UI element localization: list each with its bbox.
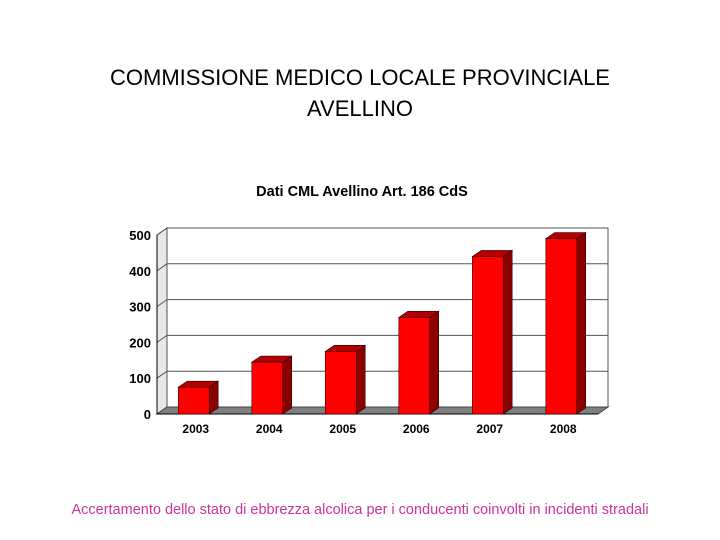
bar-front	[178, 386, 210, 415]
x-tick-label: 2003	[182, 422, 209, 436]
x-tick-label: 2008	[550, 422, 577, 436]
bar-front	[251, 361, 283, 415]
footer-caption: Accertamento dello stato di ebbrezza alc…	[71, 502, 649, 518]
x-tick-label: 2007	[476, 422, 503, 436]
bar-side	[355, 344, 366, 415]
x-tick-label: 2005	[329, 422, 356, 436]
gridline	[156, 227, 608, 236]
bar-front	[325, 351, 357, 415]
bar-side	[429, 310, 439, 415]
gridline	[156, 370, 608, 379]
plot-back-wall	[166, 227, 609, 408]
x-tick-label: 2006	[403, 422, 430, 436]
gridline	[156, 263, 608, 272]
bar-2008	[544, 232, 587, 415]
slide-title: COMMISSIONE MEDICO LOCALE PROVINCIALE AV…	[60, 62, 660, 124]
gridline	[156, 334, 608, 343]
bar-side	[576, 232, 586, 415]
y-tick-label: 300	[129, 300, 151, 315]
bar-2004	[250, 355, 293, 415]
slide-title-line-1: COMMISSIONE MEDICO LOCALE PROVINCIALE	[110, 65, 610, 90]
bar-2003	[177, 380, 220, 415]
bar-chart: Dati CML Avellino Art. 186 CdS 010020030…	[129, 184, 610, 436]
bar-side	[502, 249, 513, 415]
x-tick-label: 2004	[256, 422, 283, 436]
grid-layer	[155, 227, 610, 415]
y-tick-label: 0	[144, 407, 151, 422]
bar-2007	[471, 249, 514, 415]
plot-side-wall	[156, 227, 168, 415]
y-tick-label: 400	[129, 264, 151, 279]
gridline	[156, 299, 608, 308]
bar-front	[545, 238, 577, 415]
bar-layer	[177, 232, 587, 415]
bar-side	[282, 355, 292, 415]
y-tick-label: 100	[129, 371, 151, 386]
bar-front	[472, 256, 504, 415]
y-tick-label: 500	[129, 228, 151, 243]
plot-floor	[155, 406, 610, 415]
bar-front	[398, 317, 430, 415]
y-tick-label: 200	[129, 335, 151, 350]
bar-2006	[397, 310, 440, 415]
slide-title-line-2: AVELLINO	[307, 96, 413, 121]
chart-title: Dati CML Avellino Art. 186 CdS	[256, 184, 468, 200]
tick-layer: 0 100 200 300 400 500 2003 2004 2005 2006 2007 2008	[129, 228, 577, 436]
bar-2005	[324, 344, 367, 415]
